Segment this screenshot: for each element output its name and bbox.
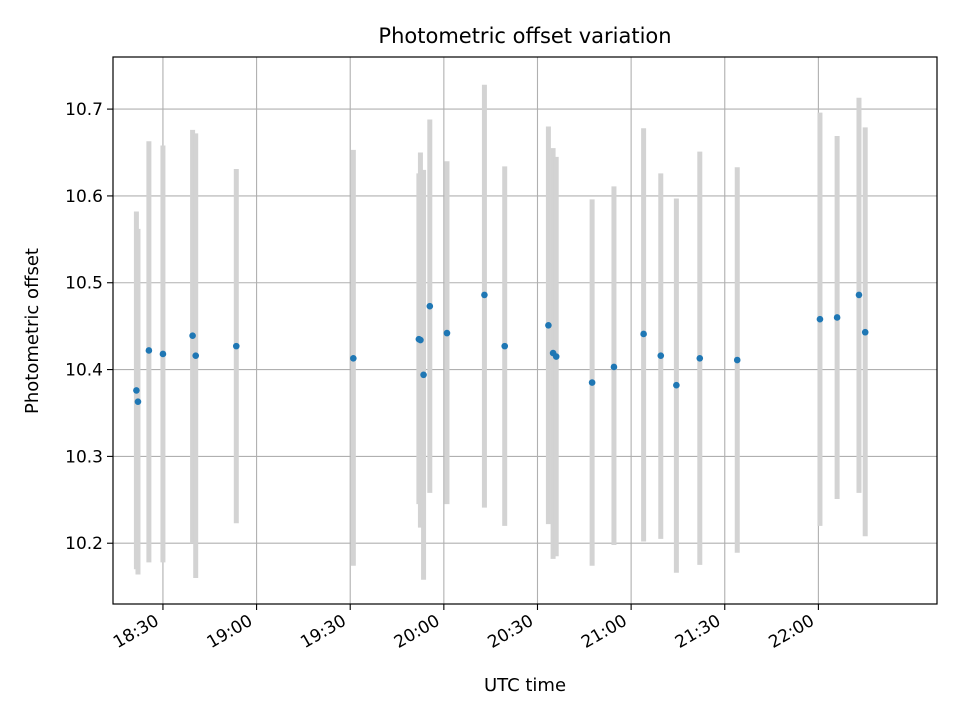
data-point — [232, 342, 240, 350]
data-point — [673, 381, 680, 389]
data-point — [145, 347, 153, 354]
data-point — [640, 330, 647, 338]
data-point — [420, 371, 427, 379]
grid — [113, 57, 937, 604]
data-point — [133, 387, 140, 394]
data-point — [855, 291, 863, 299]
data-point — [501, 342, 509, 350]
data-point — [733, 356, 741, 364]
data-point — [861, 328, 869, 336]
y-axis-ticks: 10.2 10.3 10.4 10.5 10.6 10.7 — [65, 100, 113, 554]
data-point — [610, 363, 618, 371]
y-tick-label: 10.5 — [65, 274, 103, 294]
y-tick-label: 10.4 — [65, 361, 103, 381]
data-point — [588, 379, 596, 386]
data-point — [552, 353, 560, 360]
y-tick-label: 10.3 — [65, 447, 103, 467]
y-tick-label: 10.6 — [65, 187, 103, 207]
data-point — [657, 352, 665, 359]
data-point — [481, 291, 488, 299]
data-point — [350, 354, 357, 362]
data-point — [816, 315, 824, 323]
data-point — [833, 314, 841, 321]
plot-frame — [112, 56, 938, 605]
data-points — [133, 291, 869, 405]
data-point — [192, 352, 200, 359]
chart-title: Photometric offset variation — [378, 24, 671, 48]
data-point — [134, 398, 142, 405]
data-point — [189, 332, 196, 340]
data-point — [426, 302, 434, 310]
data-point — [417, 336, 424, 344]
data-point — [159, 350, 167, 358]
x-axis-label: UTC time — [484, 675, 566, 696]
y-tick-label: 10.2 — [65, 534, 103, 554]
y-tick-label: 10.7 — [65, 100, 103, 120]
data-point — [696, 354, 704, 362]
y-axis-label: Photometric offset — [22, 248, 43, 414]
data-point — [545, 321, 552, 329]
data-point — [443, 329, 451, 337]
